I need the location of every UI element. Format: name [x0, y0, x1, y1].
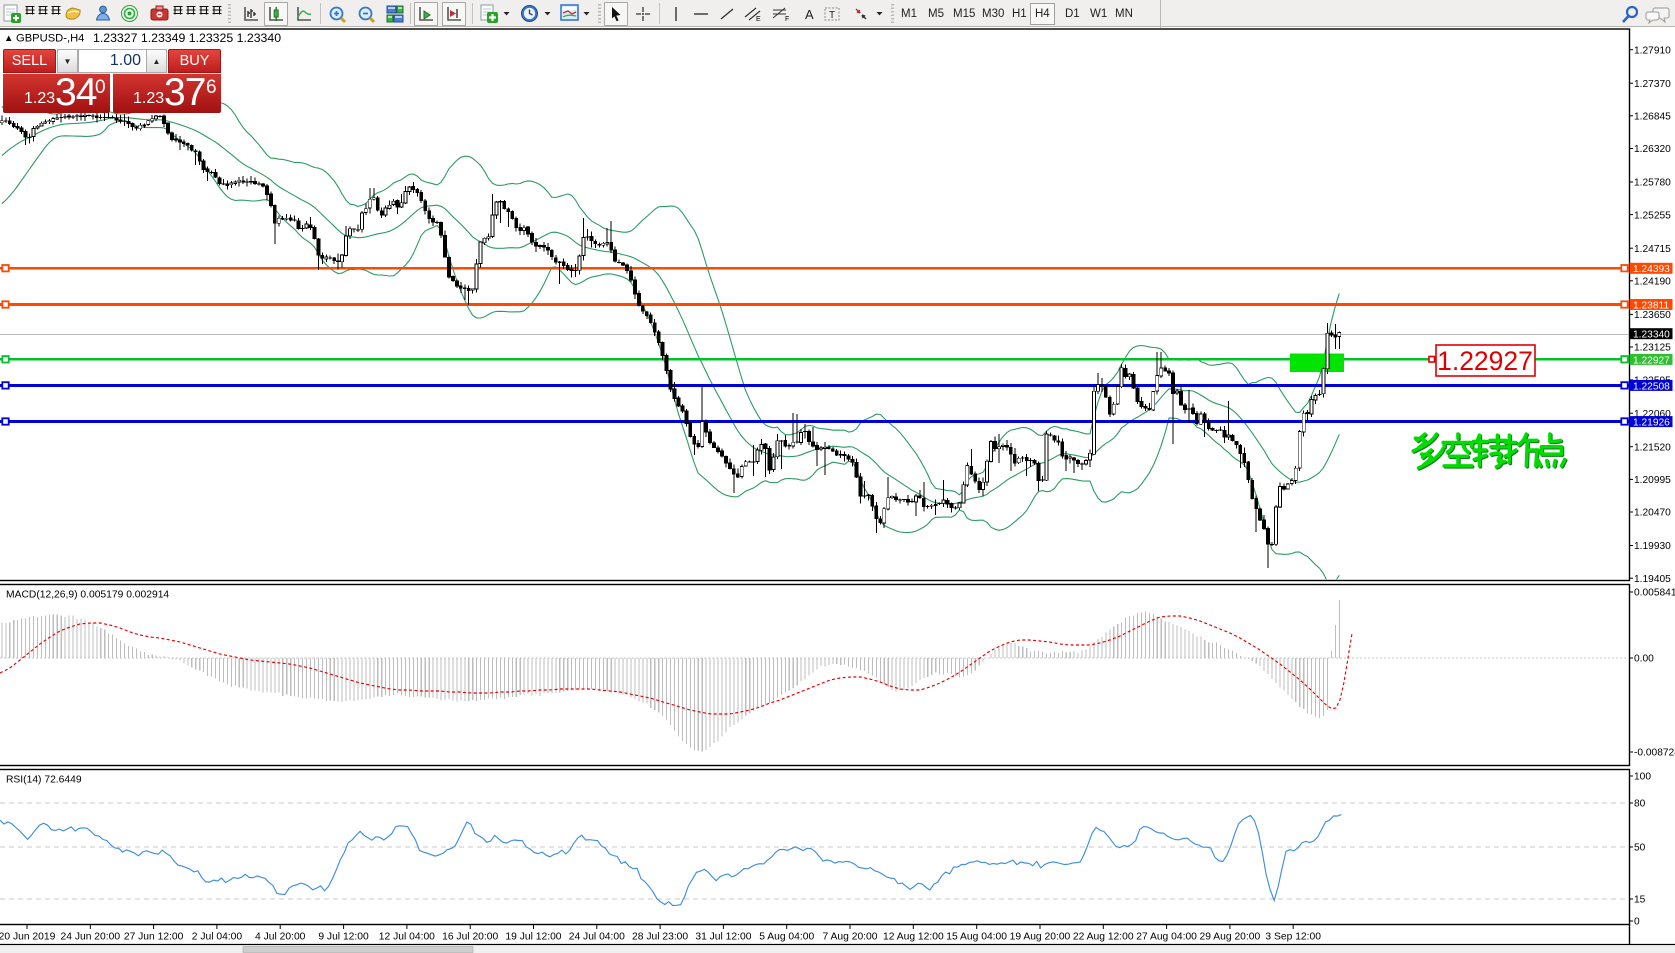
svg-text:15 Aug 04:00: 15 Aug 04:00 [946, 932, 1007, 943]
svg-text:RSI(14) 72.6449: RSI(14) 72.6449 [6, 775, 82, 786]
svg-text:0: 0 [1634, 917, 1640, 928]
svg-text:4 Jul 20:00: 4 Jul 20:00 [255, 932, 306, 943]
svg-text:1.27910: 1.27910 [1634, 45, 1671, 56]
svg-text:100: 100 [1634, 772, 1651, 783]
svg-text:MACD(12,26,9) 0.005179 0.00291: MACD(12,26,9) 0.005179 0.002914 [6, 590, 169, 601]
svg-text:▲: ▲ [4, 33, 13, 44]
svg-text:1.23125: 1.23125 [1634, 343, 1671, 354]
svg-text:1.22927: 1.22927 [1437, 346, 1533, 376]
svg-text:1.23811: 1.23811 [1633, 300, 1669, 311]
svg-text:GBPUSD-,H4: GBPUSD-,H4 [16, 33, 84, 45]
svg-text:1.22927: 1.22927 [1633, 355, 1670, 366]
svg-text:0.00: 0.00 [1634, 654, 1654, 665]
svg-text:T: T [829, 10, 835, 21]
svg-text:1.26320: 1.26320 [1634, 144, 1671, 155]
svg-text:1.21520: 1.21520 [1634, 442, 1671, 453]
svg-text:1.21926: 1.21926 [1633, 418, 1670, 429]
svg-text:24 Jul 04:00: 24 Jul 04:00 [569, 932, 625, 943]
svg-text:1.22060: 1.22060 [1634, 409, 1671, 420]
svg-text:15: 15 [1634, 895, 1646, 906]
svg-text:9 Jul 12:00: 9 Jul 12:00 [318, 932, 369, 943]
svg-text:5 Aug 04:00: 5 Aug 04:00 [759, 932, 814, 943]
svg-text:50: 50 [1634, 843, 1646, 854]
svg-text:27 Aug 04:00: 27 Aug 04:00 [1136, 932, 1197, 943]
svg-text:1.23327 1.23349 1.23325 1.2334: 1.23327 1.23349 1.23325 1.23340 [93, 31, 281, 45]
svg-text:1.24393: 1.24393 [1633, 264, 1670, 275]
svg-text:1.22508: 1.22508 [1633, 381, 1670, 392]
svg-text:27 Jun 12:00: 27 Jun 12:00 [124, 932, 184, 943]
svg-text:31 Jul 12:00: 31 Jul 12:00 [695, 932, 751, 943]
svg-text:29 Aug 20:00: 29 Aug 20:00 [1200, 932, 1261, 943]
svg-text:22 Aug 12:00: 22 Aug 12:00 [1073, 932, 1134, 943]
svg-text:1.20470: 1.20470 [1634, 508, 1671, 519]
svg-text:1.24190: 1.24190 [1634, 277, 1671, 288]
svg-text:28 Jul 23:00: 28 Jul 23:00 [632, 932, 688, 943]
svg-text:1.25255: 1.25255 [1634, 210, 1671, 221]
svg-text:1.25780: 1.25780 [1634, 178, 1671, 189]
svg-text:A: A [805, 7, 814, 22]
svg-text:1.19405: 1.19405 [1634, 574, 1671, 585]
svg-text:1.23340: 1.23340 [1633, 330, 1670, 341]
svg-text:1.27370: 1.27370 [1634, 79, 1671, 90]
svg-text:20 Jun 2019: 20 Jun 2019 [0, 932, 56, 943]
svg-text:-0.008724: -0.008724 [1634, 748, 1675, 759]
svg-text:1.23650: 1.23650 [1634, 310, 1671, 321]
svg-text:12 Aug 12:00: 12 Aug 12:00 [883, 932, 944, 943]
svg-text:E: E [756, 16, 761, 23]
svg-text:1.26845: 1.26845 [1634, 112, 1671, 123]
svg-text:16 Jul 20:00: 16 Jul 20:00 [442, 932, 498, 943]
svg-text:24 Jun 20:00: 24 Jun 20:00 [61, 932, 121, 943]
svg-text:19 Aug 20:00: 19 Aug 20:00 [1010, 932, 1071, 943]
svg-text:80: 80 [1634, 799, 1646, 810]
svg-text:0.005841: 0.005841 [1634, 588, 1675, 599]
svg-text:7 Aug 20:00: 7 Aug 20:00 [823, 932, 878, 943]
svg-text:2 Jul 04:00: 2 Jul 04:00 [192, 932, 243, 943]
svg-text:3 Sep 12:00: 3 Sep 12:00 [1265, 932, 1321, 943]
svg-text:12 Jul 04:00: 12 Jul 04:00 [379, 932, 435, 943]
svg-text:1.20995: 1.20995 [1634, 475, 1671, 486]
svg-text:1.24715: 1.24715 [1634, 244, 1671, 255]
svg-text:19 Jul 12:00: 19 Jul 12:00 [505, 932, 561, 943]
svg-text:F: F [785, 16, 789, 23]
svg-text:1.19930: 1.19930 [1634, 541, 1671, 552]
